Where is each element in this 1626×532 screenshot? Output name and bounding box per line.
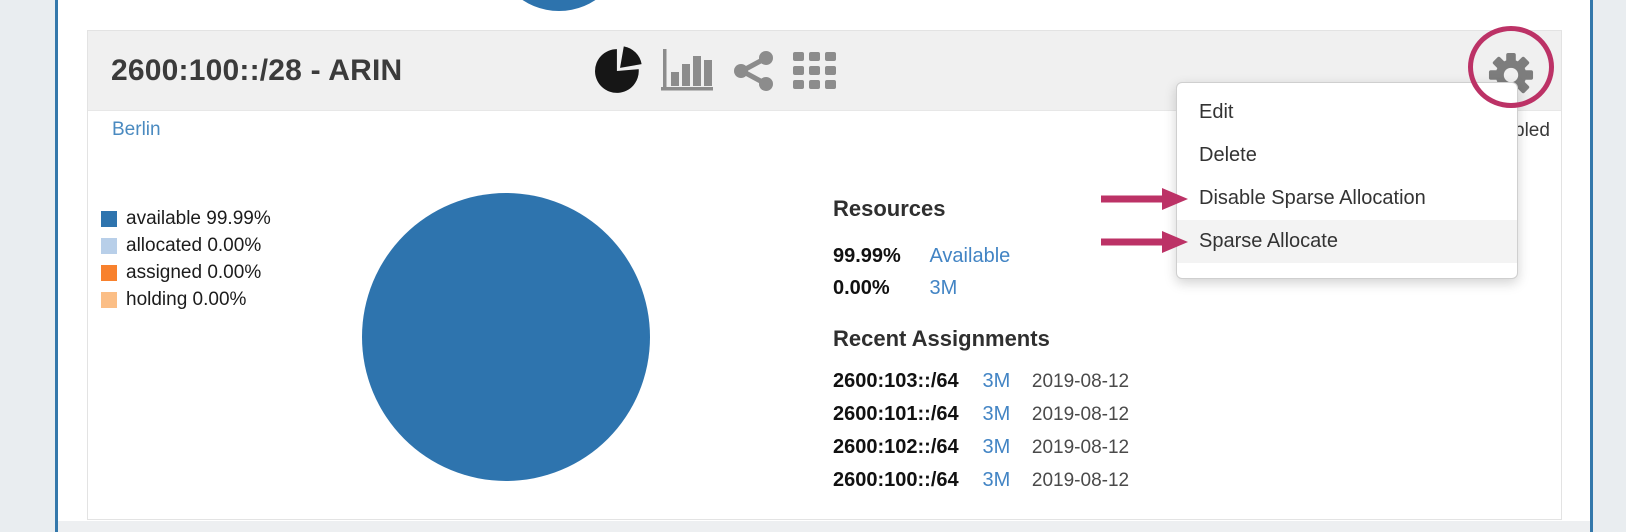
card-header: 2600:100::/28 - ARIN [88,31,1561,111]
legend-item: allocated 0.00% [101,232,271,259]
resource-row: 0.00% 3M [833,276,1010,308]
menu-item-disable-sparse-allocation[interactable]: Disable Sparse Allocation [1199,187,1426,209]
assignment-row: 2600:103::/64 3M 2019-08-12 [833,369,1129,402]
resource-row: 99.99% Available [833,244,1010,276]
resource-link[interactable]: Available [929,245,1011,267]
grid-icon[interactable] [793,51,839,91]
legend-swatch [101,237,117,254]
legend-item: available 99.99% [101,205,271,232]
legend-label: assigned 0.00% [126,261,262,283]
assignment-cidr: 2600:100::/64 [833,469,959,491]
partially-hidden-status-text: bled [1514,120,1550,141]
recent-assignments-rows: 2600:103::/64 3M 2019-08-12 2600:101::/6… [833,369,1129,501]
content-column: 2600:100::/28 - ARIN [58,0,1590,532]
legend-swatch [101,264,117,281]
resources-rows: 99.99% Available 0.00% 3M [833,244,1010,308]
assignment-cidr: 2600:101::/64 [833,403,959,425]
resource-percent: 0.00% [833,277,890,299]
previous-widget-pie-fragment [493,0,625,11]
assignment-link[interactable]: 3M [982,370,1011,392]
menu-item-sparse-allocate[interactable]: Sparse Allocate [1177,220,1517,263]
assignment-link[interactable]: 3M [982,403,1011,425]
assignment-link[interactable]: 3M [982,436,1011,458]
bar-chart-icon[interactable] [661,47,715,95]
recent-assignments-heading: Recent Assignments [833,326,1050,351]
legend-label: allocated 0.00% [126,234,262,256]
region-link-berlin[interactable]: Berlin [112,119,161,140]
resource-percent: 99.99% [833,245,901,267]
menu-item-delete[interactable]: Delete [1199,144,1257,166]
assignment-cidr: 2600:103::/64 [833,370,959,392]
assignment-date: 2019-08-12 [1031,371,1130,392]
menu-item-edit[interactable]: Edit [1199,101,1234,123]
legend-label: holding 0.00% [126,288,247,310]
right-frame-line [1590,0,1593,532]
left-frame-line [55,0,58,532]
assignment-date: 2019-08-12 [1031,404,1130,425]
utilization-pie-chart [362,193,650,481]
gear-context-menu: Edit Delete Disable Sparse Allocation Spars… [1176,82,1518,279]
legend-swatch [101,291,117,308]
assignment-date: 2019-08-12 [1031,437,1130,458]
pie-chart-icon[interactable] [594,46,644,96]
legend-label: available 99.99% [126,207,271,229]
right-gutter [1593,0,1626,532]
card-title: 2600:100::/28 - ARIN [111,54,403,87]
share-icon[interactable] [732,50,776,92]
legend-swatch [101,210,117,227]
resources-heading: Resources [833,196,946,221]
assignment-row: 2600:102::/64 3M 2019-08-12 [833,435,1129,468]
widget-gap [58,521,1590,532]
pie-legend: available 99.99% allocated 0.00% assigne… [101,205,271,313]
resource-link[interactable]: 3M [929,277,958,299]
assignment-row: 2600:100::/64 3M 2019-08-12 [833,468,1129,501]
assignment-date: 2019-08-12 [1031,470,1130,491]
legend-item: holding 0.00% [101,286,271,313]
legend-item: assigned 0.00% [101,259,271,286]
assignment-cidr: 2600:102::/64 [833,436,959,458]
view-toggle-icons [594,31,839,111]
assignment-row: 2600:101::/64 3M 2019-08-12 [833,402,1129,435]
assignment-link[interactable]: 3M [982,469,1011,491]
